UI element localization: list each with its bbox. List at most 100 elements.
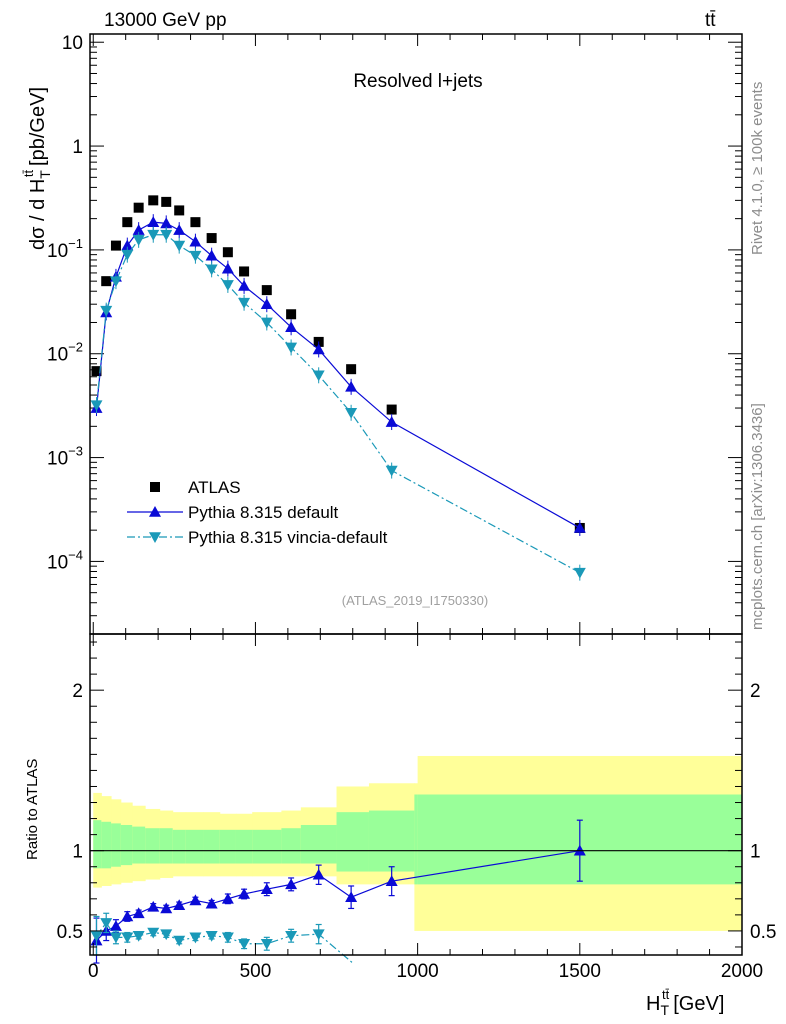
main-series-layer (90, 195, 586, 581)
default-point (132, 224, 145, 235)
green-band-segment (120, 824, 133, 866)
vincia-point (90, 400, 103, 412)
default-ratio-point (260, 883, 273, 894)
default-ratio-point (160, 902, 173, 914)
vincia-point (205, 264, 218, 276)
green-band-segment (172, 829, 187, 864)
x-label-unit: [GeV] (673, 993, 724, 1015)
y-tick-label: 10 (62, 33, 83, 54)
green-band-segment (132, 826, 146, 864)
y-tick-exponent: −1 (68, 236, 83, 251)
default-ratio-point (573, 844, 586, 856)
default-point (260, 298, 273, 309)
green-band-segment (281, 828, 302, 864)
main-plot-panel: Resolved l+jets (ATLAS_2019_I1750330) 10… (21, 33, 742, 635)
ratio-y-tick-label-left: 2 (72, 681, 83, 702)
green-band-segment (219, 829, 237, 864)
atlas-point (386, 404, 397, 415)
default-ratio-point (189, 894, 202, 906)
header-right-label: tt̄ (705, 10, 716, 31)
legend-default-marker (149, 506, 161, 517)
default-point (221, 262, 234, 274)
vincia-ratio-point (221, 932, 234, 944)
green-band-segment (101, 821, 112, 869)
vincia-point (573, 567, 586, 579)
vincia-ratio-point (173, 935, 186, 947)
header-left-label: 13000 GeV pp (104, 10, 227, 31)
default-ratio-point (121, 910, 134, 922)
x-tick-label: 1000 (396, 961, 438, 982)
default-ratio-point (385, 875, 398, 886)
vincia-ratio-point (90, 930, 103, 942)
default-ratio-point (345, 891, 358, 903)
default-ratio-point (221, 892, 234, 904)
green-band-segment (368, 810, 415, 872)
x-label-main: H (646, 993, 660, 1015)
legend-atlas-label: ATLAS (188, 478, 241, 497)
vincia-ratio-point (238, 938, 251, 950)
y-tick-label: 1 (72, 137, 83, 158)
atlas-point (190, 217, 201, 228)
atlas-point (286, 309, 297, 320)
rivet-version-label: Rivet 4.1.0, ≥ 100k events (749, 82, 766, 255)
default-point (285, 321, 298, 333)
legend-default-label: Pythia 8.315 default (188, 503, 339, 522)
atlas-point (206, 233, 217, 244)
default-ratio-point (173, 899, 186, 911)
ratio-y-tick-label-right: 0.5 (750, 922, 776, 943)
y-label-sub: T (37, 170, 53, 179)
vincia-ratio-point (132, 930, 145, 942)
y-tick-label: 10−1 (47, 236, 83, 262)
default-point (573, 521, 586, 533)
vincia-point (160, 229, 173, 241)
default-ratio-point (285, 878, 298, 890)
y-tick-label: 10−2 (47, 340, 83, 366)
ratio-frame (89, 633, 743, 956)
x-tick-label: 500 (240, 961, 272, 982)
vincia-point (109, 276, 122, 288)
default-point (238, 279, 251, 291)
vincia-point (238, 297, 251, 309)
green-band-segment (185, 829, 205, 864)
vincia-ratio-point (160, 929, 173, 941)
green-band-segment (235, 829, 253, 864)
vincia-ratio-point (312, 929, 325, 941)
svg-text:dσ / d HTtt̄[pb/GeV]: dσ / d HTtt̄ [pb/GeV] (21, 87, 53, 250)
atlas-point (239, 266, 250, 277)
default-ratio-point (132, 907, 145, 919)
y-tick-base: 10 (47, 552, 68, 573)
atlas-point (133, 202, 144, 213)
ratio-y-tick-label-right: 2 (750, 681, 761, 702)
green-band-segment (145, 828, 161, 864)
default-ratio-point (147, 900, 160, 912)
y-tick-label: 10−4 (47, 547, 83, 573)
vincia-ratio-point (285, 930, 298, 942)
vincia-ratio-point (189, 932, 202, 944)
green-band-segment (252, 829, 282, 864)
green-band-segment (159, 828, 174, 864)
default-point (173, 224, 186, 235)
x-tick-label: 1500 (559, 961, 601, 982)
y-tick-base: 10 (47, 241, 68, 262)
x-label-sub: T (660, 1002, 669, 1018)
legend-vincia-marker (149, 532, 161, 543)
y-tick-exponent: −3 (68, 444, 83, 459)
analysis-id-label: (ATLAS_2019_I1750330) (342, 593, 488, 608)
default-point (160, 217, 173, 229)
green-band-segment (336, 812, 370, 872)
vincia-point (100, 305, 113, 317)
vincia-point (385, 465, 398, 477)
vincia-ratio-point (100, 918, 113, 929)
vincia-point (345, 407, 358, 419)
vincia-point (132, 235, 145, 246)
default-point (189, 235, 202, 247)
vincia-ratio-point (109, 932, 122, 944)
default-ratio-point (312, 868, 325, 880)
vincia-ratio-point (260, 938, 273, 950)
default-ratio-point (238, 888, 251, 899)
ratio-plot-panel: 0.5 0.5 1 1 2 2 Ratio to ATLAS HTtt̄ [GeV] (24, 641, 776, 1018)
default-point (345, 380, 358, 392)
x-tick-label: 0 (88, 961, 99, 982)
